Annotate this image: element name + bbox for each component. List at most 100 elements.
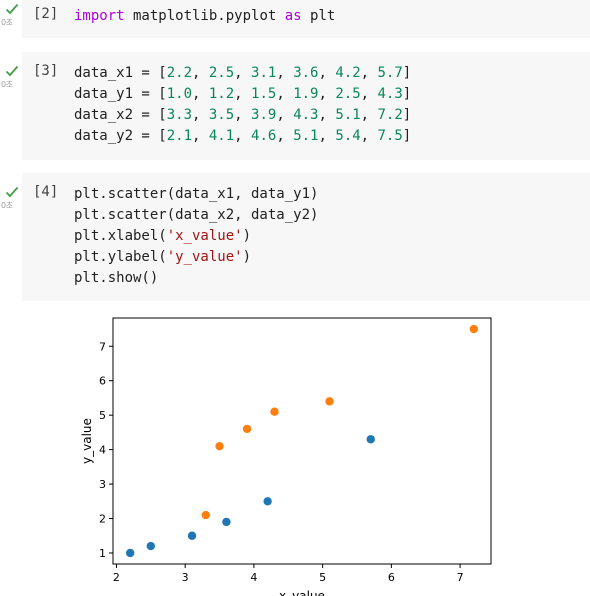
scatter-point-series-2 (201, 510, 210, 520)
code-line[interactable]: data_y1 = [1.0, 1.2, 1.5, 1.9, 2.5, 4.3] (74, 84, 411, 105)
code-token: 3.3 (166, 107, 193, 123)
code-token: data_x2 = [ (74, 107, 167, 123)
code-token: 4.3 (377, 86, 403, 102)
code-token: , (234, 65, 252, 81)
code-text[interactable]: data_x1 = [2.2, 2.5, 3.1, 3.6, 4.2, 5.7]… (74, 63, 411, 147)
code-token: ) (242, 228, 252, 244)
scatter-point-series-1 (263, 497, 272, 506)
code-token: data_x1 = [ (74, 65, 167, 81)
code-line[interactable]: data_y2 = [2.1, 4.1, 4.6, 5.1, 5.4, 7.5] (74, 126, 411, 147)
code-line[interactable]: data_x1 = [2.2, 2.5, 3.1, 3.6, 4.2, 5.7] (74, 63, 411, 84)
code-token: , (234, 128, 252, 144)
axes-frame (112, 317, 492, 565)
x-tick-label: 3 (182, 571, 189, 584)
code-line[interactable]: plt.show() (74, 268, 318, 289)
code-cell-plot[interactable]: 0초 [4] plt.scatter(data_x1, data_y1) plt.… (0, 173, 590, 301)
code-editor[interactable]: [4] plt.scatter(data_x1, data_y1) plt.sca… (22, 173, 590, 301)
code-token: , (276, 86, 294, 102)
code-token: ) (242, 249, 252, 265)
y-tick-label: 4 (99, 444, 106, 457)
code-token: ] (402, 128, 412, 144)
code-token: plt.scatter(data_x2, data_y2) (74, 207, 319, 223)
code-token: , (360, 128, 378, 144)
scatter-point-series-1 (187, 531, 197, 540)
code-token: 'x_value' (166, 228, 243, 244)
code-token: plt.xlabel( (74, 228, 167, 244)
code-token: matplotlib.pyplot (124, 8, 285, 24)
code-line[interactable]: import matplotlib.pyplot as plt (74, 6, 335, 27)
y-tick-label: 7 (99, 340, 106, 353)
x-tick-label: 4 (250, 571, 257, 584)
code-token: plt (301, 8, 336, 24)
code-text[interactable]: plt.scatter(data_x1, data_y1) plt.scatter… (74, 184, 318, 289)
code-token: , (318, 86, 336, 102)
scatter-point-series-2 (215, 441, 224, 451)
code-token: , (360, 86, 378, 102)
code-cell-import[interactable]: 0초 [2] import matplotlib.pyplot as plt (0, 0, 590, 38)
code-editor[interactable]: [2] import matplotlib.pyplot as plt (22, 0, 590, 38)
code-token: 2.2 (166, 65, 193, 81)
code-token: ] (402, 86, 412, 102)
code-editor[interactable]: [3] data_x1 = [2.2, 2.5, 3.1, 3.6, 4.2, … (22, 52, 590, 160)
code-token: , (318, 107, 336, 123)
code-token: 4.2 (335, 65, 361, 81)
code-line[interactable]: plt.scatter(data_x1, data_y1) (74, 184, 318, 205)
code-token: 7.5 (377, 128, 403, 144)
y-tick-label: 5 (99, 409, 106, 422)
scatter-point-series-2 (469, 324, 479, 334)
code-line[interactable]: plt.xlabel('x_value') (74, 226, 318, 247)
code-line[interactable]: data_x2 = [3.3, 3.5, 3.9, 4.3, 5.1, 7.2] (74, 105, 411, 126)
code-token: , (360, 65, 378, 81)
x-ticks: 2 3 4 5 6 7 (113, 564, 464, 584)
x-tick-label: 2 (113, 571, 120, 584)
code-token: , (360, 107, 378, 123)
x-tick-label: 6 (388, 571, 395, 584)
code-token: 5.4 (335, 128, 361, 144)
check-icon (5, 65, 19, 77)
code-token: , (192, 107, 209, 123)
code-token: data_y1 = [ (74, 86, 167, 102)
y-tick-label: 2 (99, 513, 106, 526)
code-token: plt.scatter(data_x1, data_y1) (74, 186, 319, 202)
code-token: 'y_value' (166, 249, 243, 265)
code-token: , (276, 128, 294, 144)
x-axis-label: x_value (279, 589, 325, 596)
code-token: 3.1 (251, 65, 277, 81)
plot-marks (125, 324, 479, 558)
code-token: , (192, 128, 209, 144)
x-tick-label: 7 (457, 571, 464, 584)
code-token: 1.2 (208, 86, 235, 102)
check-icon (5, 186, 19, 198)
code-line[interactable]: plt.ylabel('y_value') (74, 247, 318, 268)
scatter-point-series-2 (242, 424, 252, 434)
code-token: , (276, 65, 294, 81)
code-token: 4.3 (293, 107, 319, 123)
code-token: data_y2 = [ (74, 128, 167, 144)
scatter-point-series-1 (222, 517, 231, 527)
y-tick-label: 3 (99, 478, 106, 491)
code-token: 4.6 (251, 128, 277, 144)
y-axis-label: y_value (80, 418, 94, 464)
code-token: , (234, 107, 252, 123)
code-token: 5.1 (335, 107, 361, 123)
code-token: as (284, 8, 302, 24)
code-cell-data[interactable]: 0초 [3] data_x1 = [2.2, 2.5, 3.1, 3.6, 4.… (0, 52, 590, 160)
code-token: 3.5 (208, 107, 235, 123)
code-token: import (74, 8, 125, 24)
code-token: 1.5 (251, 86, 277, 102)
scatter-point-series-2 (270, 407, 279, 416)
code-text[interactable]: import matplotlib.pyplot as plt (74, 6, 335, 27)
code-token: , (192, 65, 209, 81)
code-token: 2.1 (166, 128, 193, 144)
execution-time: 0초 (1, 201, 13, 210)
y-tick-label: 6 (99, 375, 106, 388)
code-token: 3.9 (251, 107, 277, 123)
scatter-point-series-1 (146, 541, 155, 551)
scatter-point-series-1 (125, 548, 135, 558)
code-token: ] (402, 65, 412, 81)
code-token: , (318, 65, 336, 81)
y-tick-label: 1 (99, 547, 106, 560)
code-line[interactable]: plt.scatter(data_x2, data_y2) (74, 205, 318, 226)
code-token: 2.5 (335, 86, 361, 102)
